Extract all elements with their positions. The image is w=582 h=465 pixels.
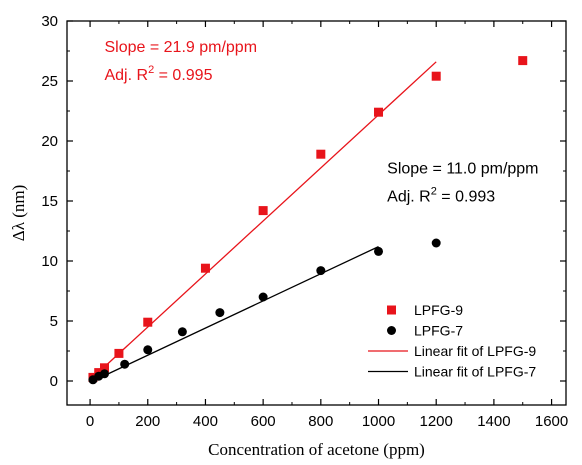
- data-point-circle: [258, 292, 268, 302]
- fit-line: [92, 246, 379, 382]
- legend-label: Linear fit of LPFG-7: [414, 364, 536, 380]
- plot-frame: [66, 20, 567, 406]
- data-point-circle: [215, 308, 225, 318]
- y-tick-label: 30: [41, 13, 58, 30]
- data-point-square: [143, 317, 153, 327]
- y-axis-label: Δλ (nm): [9, 185, 28, 241]
- x-tick-label: 1000: [362, 413, 395, 430]
- x-tick-label: 0: [86, 413, 94, 430]
- x-tick-label: 1400: [477, 413, 510, 430]
- data-point-circle: [120, 359, 130, 369]
- legend-marker-circle: [387, 326, 396, 335]
- annotation-r2: Adj. R2 = 0.993: [387, 185, 495, 205]
- annotation-slope: Slope = 21.9 pm/ppm: [104, 39, 257, 56]
- annotation-r2: Adj. R2 = 0.995: [104, 64, 212, 84]
- data-point-square: [518, 56, 528, 66]
- y-tick-label: 20: [41, 133, 58, 150]
- data-point-square: [316, 149, 326, 159]
- legend-label: LPFG-7: [414, 323, 463, 339]
- x-tick-label: 800: [308, 413, 333, 430]
- legend-label: LPFG-9: [414, 302, 463, 318]
- data-point-circle: [431, 238, 441, 248]
- x-axis-label: Concentration of acetone (ppm): [208, 440, 425, 459]
- data-point-circle: [143, 345, 153, 355]
- fit-line: [92, 61, 437, 378]
- x-tick-label: 1600: [535, 413, 568, 430]
- y-tick-label: 0: [50, 373, 58, 390]
- x-tick-label: 600: [251, 413, 276, 430]
- x-tick-label: 1200: [420, 413, 453, 430]
- y-tick-label: 5: [50, 313, 58, 330]
- data-point-square: [99, 363, 109, 373]
- x-tick-label: 400: [193, 413, 218, 430]
- x-tick-label: 200: [135, 413, 160, 430]
- plot-area: 0 200 400 600 800 1000 1200 1400 1600 0 5 10 15 20 25 3…: [41, 13, 568, 430]
- data-point-square: [258, 206, 268, 216]
- legend-marker-square: [387, 305, 396, 315]
- y-tick-label: 10: [41, 253, 58, 270]
- y-tick-label: 15: [41, 193, 58, 210]
- data-point-square: [431, 71, 441, 81]
- data-point-circle: [374, 246, 384, 256]
- data-point-square: [374, 107, 384, 117]
- annotation-slope: Slope = 11.0 pm/ppm: [387, 160, 538, 177]
- data-point-circle: [177, 327, 187, 337]
- y-tick-label: 25: [41, 73, 58, 90]
- data-point-circle: [316, 266, 326, 276]
- data-point-square: [114, 348, 124, 358]
- data-point-square: [200, 263, 210, 273]
- legend-label: Linear fit of LPFG-9: [414, 343, 536, 359]
- data-point-circle: [99, 369, 109, 379]
